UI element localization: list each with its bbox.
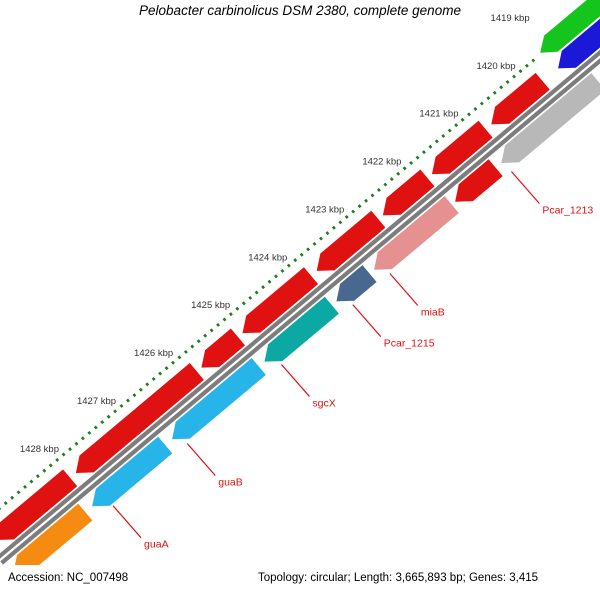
gene-arrow-red-2 [491, 72, 550, 125]
accession-text: Accession: NC_007498 [8, 572, 129, 584]
tick-label-1423: 1423 kbp [305, 204, 344, 215]
callout-leader-Pcar_1215 [352, 304, 382, 337]
gene-arrow-guaA [92, 436, 173, 507]
callout-label-miaB: miaB [421, 306, 445, 318]
gene-arrow-Pcar_1215 [336, 265, 377, 302]
callout-label-sgcX: sgcX [312, 397, 335, 409]
callout-leader-guaA [112, 505, 142, 539]
tick-label-1427: 1427 kbp [77, 396, 116, 407]
gene-arrow-miaB [374, 196, 459, 270]
tick-label-1420: 1420 kbp [476, 61, 515, 72]
gene-arrow-red-4 [382, 169, 435, 216]
gene-arrow-blue-1 [558, 4, 600, 69]
backbone-inner-line [0, 21, 600, 565]
callout-label-Pcar_1215: Pcar_1215 [384, 338, 435, 350]
callout-leader-miaB [389, 273, 419, 306]
tick-label-1426: 1426 kbp [134, 348, 173, 359]
gene-arrow-red-7 [201, 328, 246, 368]
backbone-outer-line [0, 16, 600, 560]
gene-arrow-guaB [172, 358, 266, 440]
gene-arrow-red-5 [316, 210, 386, 271]
gene-arrow-red-6 [242, 267, 319, 334]
gene-arrow-orange-17 [13, 503, 93, 573]
tick-label-1419: 1419 kbp [491, 13, 530, 24]
gene-arrow-red-8 [75, 363, 204, 473]
tick-label-1428: 1428 kbp [20, 444, 59, 455]
tick-label-1424: 1424 kbp [248, 252, 287, 263]
callout-leader-guaB [186, 443, 216, 476]
gene-arrow-red-3 [431, 120, 493, 175]
page-title: Pelobacter carbinolicus DSM 2380, comple… [139, 3, 461, 18]
callout-label-guaA: guaA [144, 539, 169, 551]
tick-label-1422: 1422 kbp [362, 157, 401, 168]
gene-arrow-red-9 [0, 469, 78, 541]
tick-label-1421: 1421 kbp [419, 109, 458, 120]
callout-leader-Pcar_1213 [510, 171, 540, 204]
genome-track [0, 0, 600, 573]
callout-label-Pcar_1213: Pcar_1213 [542, 204, 593, 216]
status-bar: Accession: NC_007498 Topology: circular;… [0, 565, 600, 600]
gene-arrow-sgcX [264, 296, 339, 362]
callout-leader-sgcX [280, 364, 310, 397]
callout-label-guaB: guaB [218, 476, 243, 488]
topology-text: Topology: circular; Length: 3,665,893 bp… [258, 572, 539, 584]
ruler-dotted-line [0, 58, 536, 527]
gene-arrow-Pcar_1213 [501, 73, 600, 163]
gene-arrow-red-11 [455, 159, 503, 202]
gene-arrow-green-0 [540, 0, 600, 53]
tick-label-1425: 1425 kbp [191, 300, 230, 311]
